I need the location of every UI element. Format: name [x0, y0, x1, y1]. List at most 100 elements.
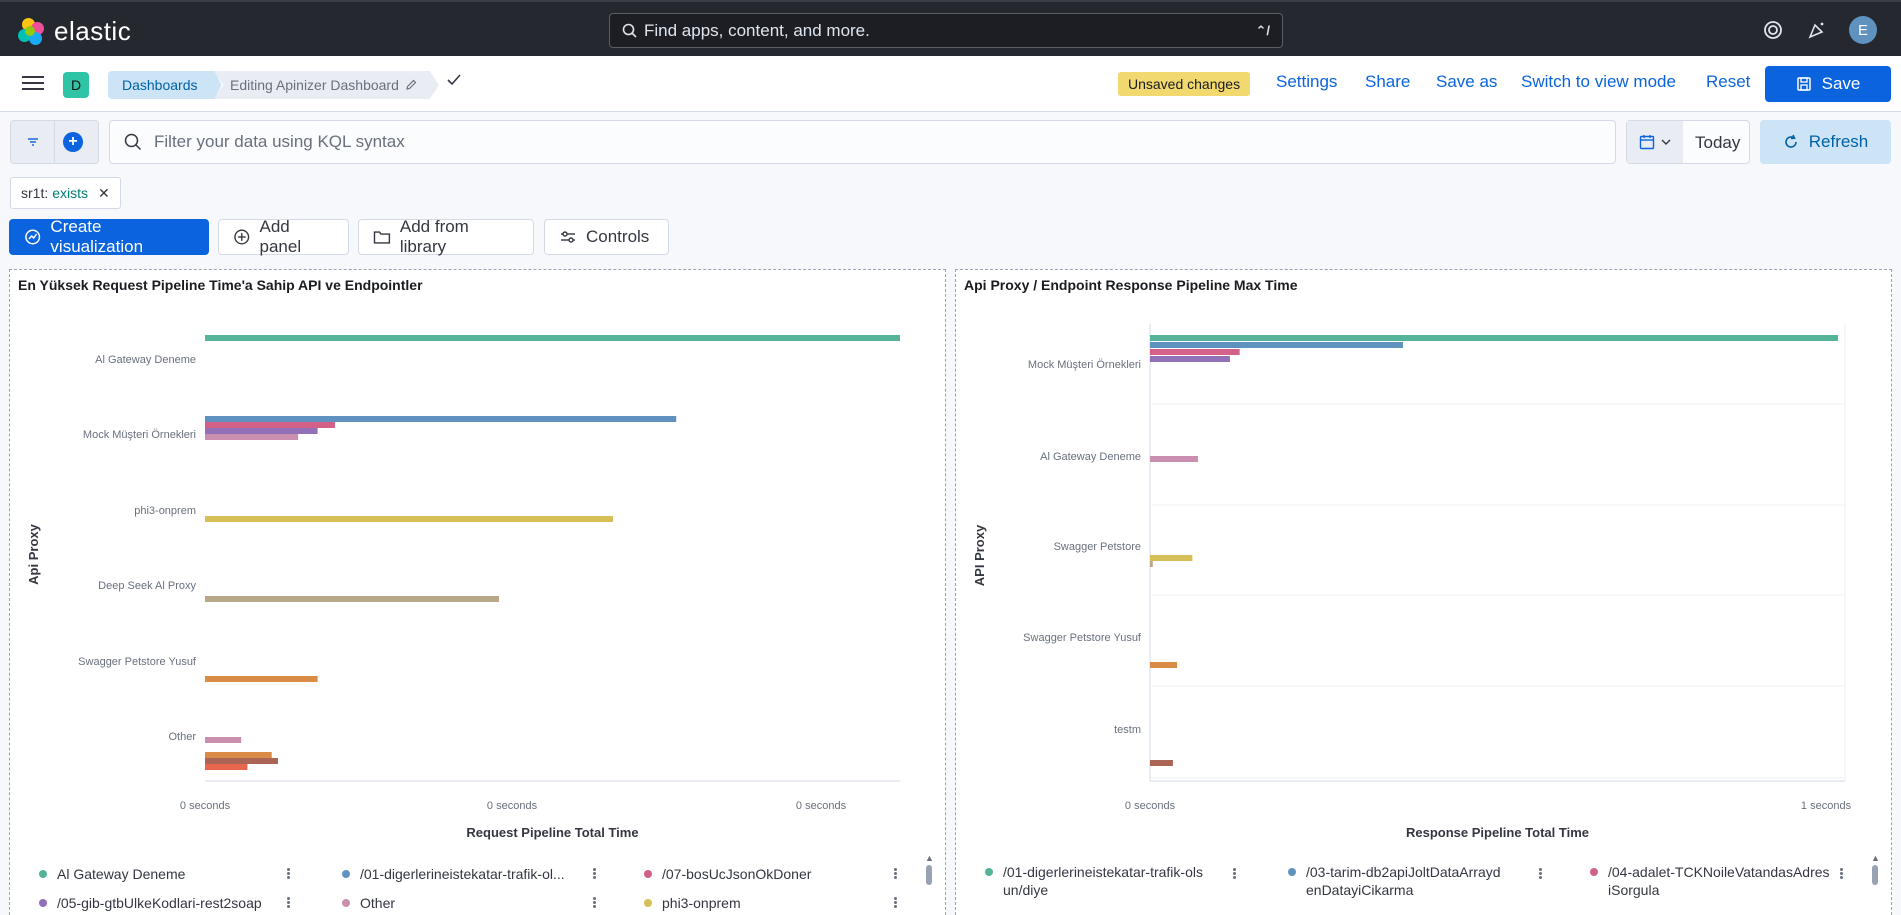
refresh-label: Refresh — [1808, 132, 1869, 151]
legend-item[interactable]: Al Gateway Deneme — [39, 865, 185, 883]
chart-panel-request-pipeline[interactable]: En Yüksek Request Pipeline Time'a Sahip … — [9, 269, 946, 915]
bar — [205, 676, 318, 682]
legend-swatch — [985, 868, 993, 876]
visualization-icon — [25, 229, 41, 245]
add-panel-button[interactable]: Add panel — [218, 217, 349, 256]
legend-swatch — [1288, 868, 1296, 876]
y-axis-title: API Proxy — [972, 524, 987, 586]
chart-legend: /01-digerlerineistekatar-trafik-olsun/di… — [956, 851, 1891, 915]
legend-item[interactable]: /01-digerlerineistekatar-trafik-ol... — [342, 865, 565, 883]
legend-scrollbar[interactable] — [1872, 865, 1878, 885]
legend-options-icon[interactable] — [593, 868, 597, 882]
settings-link[interactable]: Settings — [1276, 72, 1338, 91]
breadcrumb-current-label: Editing Apinizer Dashboard — [230, 77, 399, 93]
legend-label: phi3-onprem — [662, 895, 741, 911]
refresh-button[interactable]: Refresh — [1760, 120, 1891, 164]
date-range-label[interactable]: Today — [1695, 133, 1741, 152]
confirm-title-check-icon[interactable] — [446, 72, 462, 93]
dashboard-navbar: D Dashboards Editing Apinizer Dashboard … — [0, 56, 1901, 112]
legend-swatch — [644, 870, 652, 878]
top-header: elastic Find apps, content, and more. ⌃/… — [0, 0, 1901, 56]
legend-options-icon[interactable] — [1233, 868, 1237, 882]
bar — [205, 428, 318, 434]
bar — [1150, 349, 1240, 355]
legend-item[interactable]: phi3-onprem — [644, 894, 741, 912]
save-icon — [1796, 77, 1811, 91]
space-avatar[interactable]: D — [63, 72, 89, 98]
add-from-library-button[interactable]: Add from library — [358, 217, 534, 256]
breadcrumb-current[interactable]: Editing Apinizer Dashboard — [214, 71, 439, 99]
legend-item[interactable]: /07-bosUcJsonOkDoner — [644, 865, 811, 883]
legend-options-icon[interactable] — [593, 897, 597, 911]
bar — [1150, 342, 1403, 348]
x-axis-title: Request Pipeline Total Time — [466, 825, 638, 840]
legend-options-icon[interactable] — [1840, 868, 1844, 882]
legend-swatch — [39, 870, 47, 878]
calendar-icon[interactable] — [1627, 121, 1683, 163]
filter-menu-icon[interactable] — [11, 121, 55, 163]
date-picker[interactable]: Today — [1626, 120, 1750, 164]
refresh-icon — [1784, 134, 1797, 148]
legend-options-icon[interactable] — [287, 897, 291, 911]
plus-circle-icon — [234, 229, 250, 245]
legend-item[interactable]: /04-adalet-TCKNoileVatandasAdresiSorgula — [1590, 863, 1830, 899]
legend-options-icon[interactable] — [894, 868, 898, 882]
bar — [1150, 760, 1173, 766]
search-shortcut: ⌃/ — [1255, 22, 1270, 38]
legend-label: /03-tarim-db2apiJoltDataArraydenDatayiCi… — [1306, 864, 1501, 898]
legend-item[interactable]: /03-tarim-db2apiJoltDataArraydenDatayiCi… — [1288, 863, 1508, 899]
logo-text: elastic — [54, 16, 132, 46]
legend-item[interactable]: Other — [342, 894, 395, 912]
category-label: Swagger Petstore Yusuf — [78, 656, 197, 668]
unsaved-changes-badge: Unsaved changes — [1118, 72, 1251, 96]
news-feed-icon[interactable] — [1805, 18, 1829, 42]
switch-to-view-mode-link[interactable]: Switch to view mode — [1521, 72, 1676, 91]
kql-placeholder: Filter your data using KQL syntax — [154, 132, 405, 151]
bar — [205, 416, 677, 422]
category-label: phi3-onprem — [134, 505, 196, 517]
scroll-up-icon[interactable]: ▲ — [925, 853, 934, 863]
legend-item[interactable]: /05-gib-gtbUlkeKodlari-rest2soap — [39, 894, 262, 912]
save-as-link[interactable]: Save as — [1436, 72, 1498, 91]
y-axis-title: Api Proxy — [26, 523, 41, 584]
global-search-input[interactable]: Find apps, content, and more. ⌃/ — [609, 13, 1283, 48]
panel-title: Api Proxy / Endpoint Response Pipeline M… — [964, 277, 1298, 293]
bar — [205, 422, 335, 428]
scroll-up-icon[interactable]: ▲ — [1871, 853, 1880, 863]
filter-pill-field: sr1t: — [21, 185, 49, 201]
folder-icon — [373, 231, 391, 244]
search-icon — [622, 23, 637, 38]
legend-scrollbar[interactable] — [926, 865, 932, 885]
x-tick-label: 1 seconds — [1801, 800, 1852, 812]
close-icon[interactable]: ✕ — [98, 184, 110, 201]
breadcrumb-dashboards[interactable]: Dashboards — [108, 71, 222, 99]
legend-options-icon[interactable] — [894, 897, 898, 911]
legend-options-icon[interactable] — [287, 868, 291, 882]
add-filter-icon[interactable]: + — [63, 132, 83, 152]
filter-pill[interactable]: sr1t: exists ✕ — [10, 177, 121, 209]
bar — [205, 752, 272, 758]
save-button-label: Save — [1821, 74, 1861, 93]
add-from-library-label: Add from library — [399, 217, 469, 256]
elastic-logo[interactable]: elastic — [18, 16, 131, 47]
chart-legend: Al Gateway Deneme /01-digerlerineistekat… — [10, 851, 945, 915]
bar — [205, 737, 242, 743]
legend-item[interactable]: /01-digerlerineistekatar-trafik-olsun/di… — [985, 863, 1210, 899]
legend-options-icon[interactable] — [1539, 868, 1543, 882]
elastic-logo-icon — [18, 17, 46, 46]
bar — [1150, 356, 1230, 362]
user-avatar[interactable]: E — [1849, 16, 1877, 44]
chart-panel-response-pipeline[interactable]: Api Proxy / Endpoint Response Pipeline M… — [955, 269, 1892, 915]
x-tick-label: 0 seconds — [796, 800, 847, 812]
share-link[interactable]: Share — [1365, 72, 1411, 91]
kql-search-input[interactable]: Filter your data using KQL syntax — [109, 120, 1616, 164]
help-icon[interactable] — [1761, 18, 1785, 42]
menu-toggle-icon[interactable] — [22, 72, 44, 94]
create-visualization-button[interactable]: Create visualization — [9, 217, 209, 256]
controls-button[interactable]: Controls — [544, 219, 669, 255]
x-tick-label: 0 seconds — [1125, 800, 1176, 812]
x-axis-title: Response Pipeline Total Time — [1406, 825, 1589, 840]
category-label: Other — [168, 731, 196, 743]
reset-link[interactable]: Reset — [1706, 72, 1751, 91]
save-button[interactable]: Save — [1765, 66, 1891, 102]
